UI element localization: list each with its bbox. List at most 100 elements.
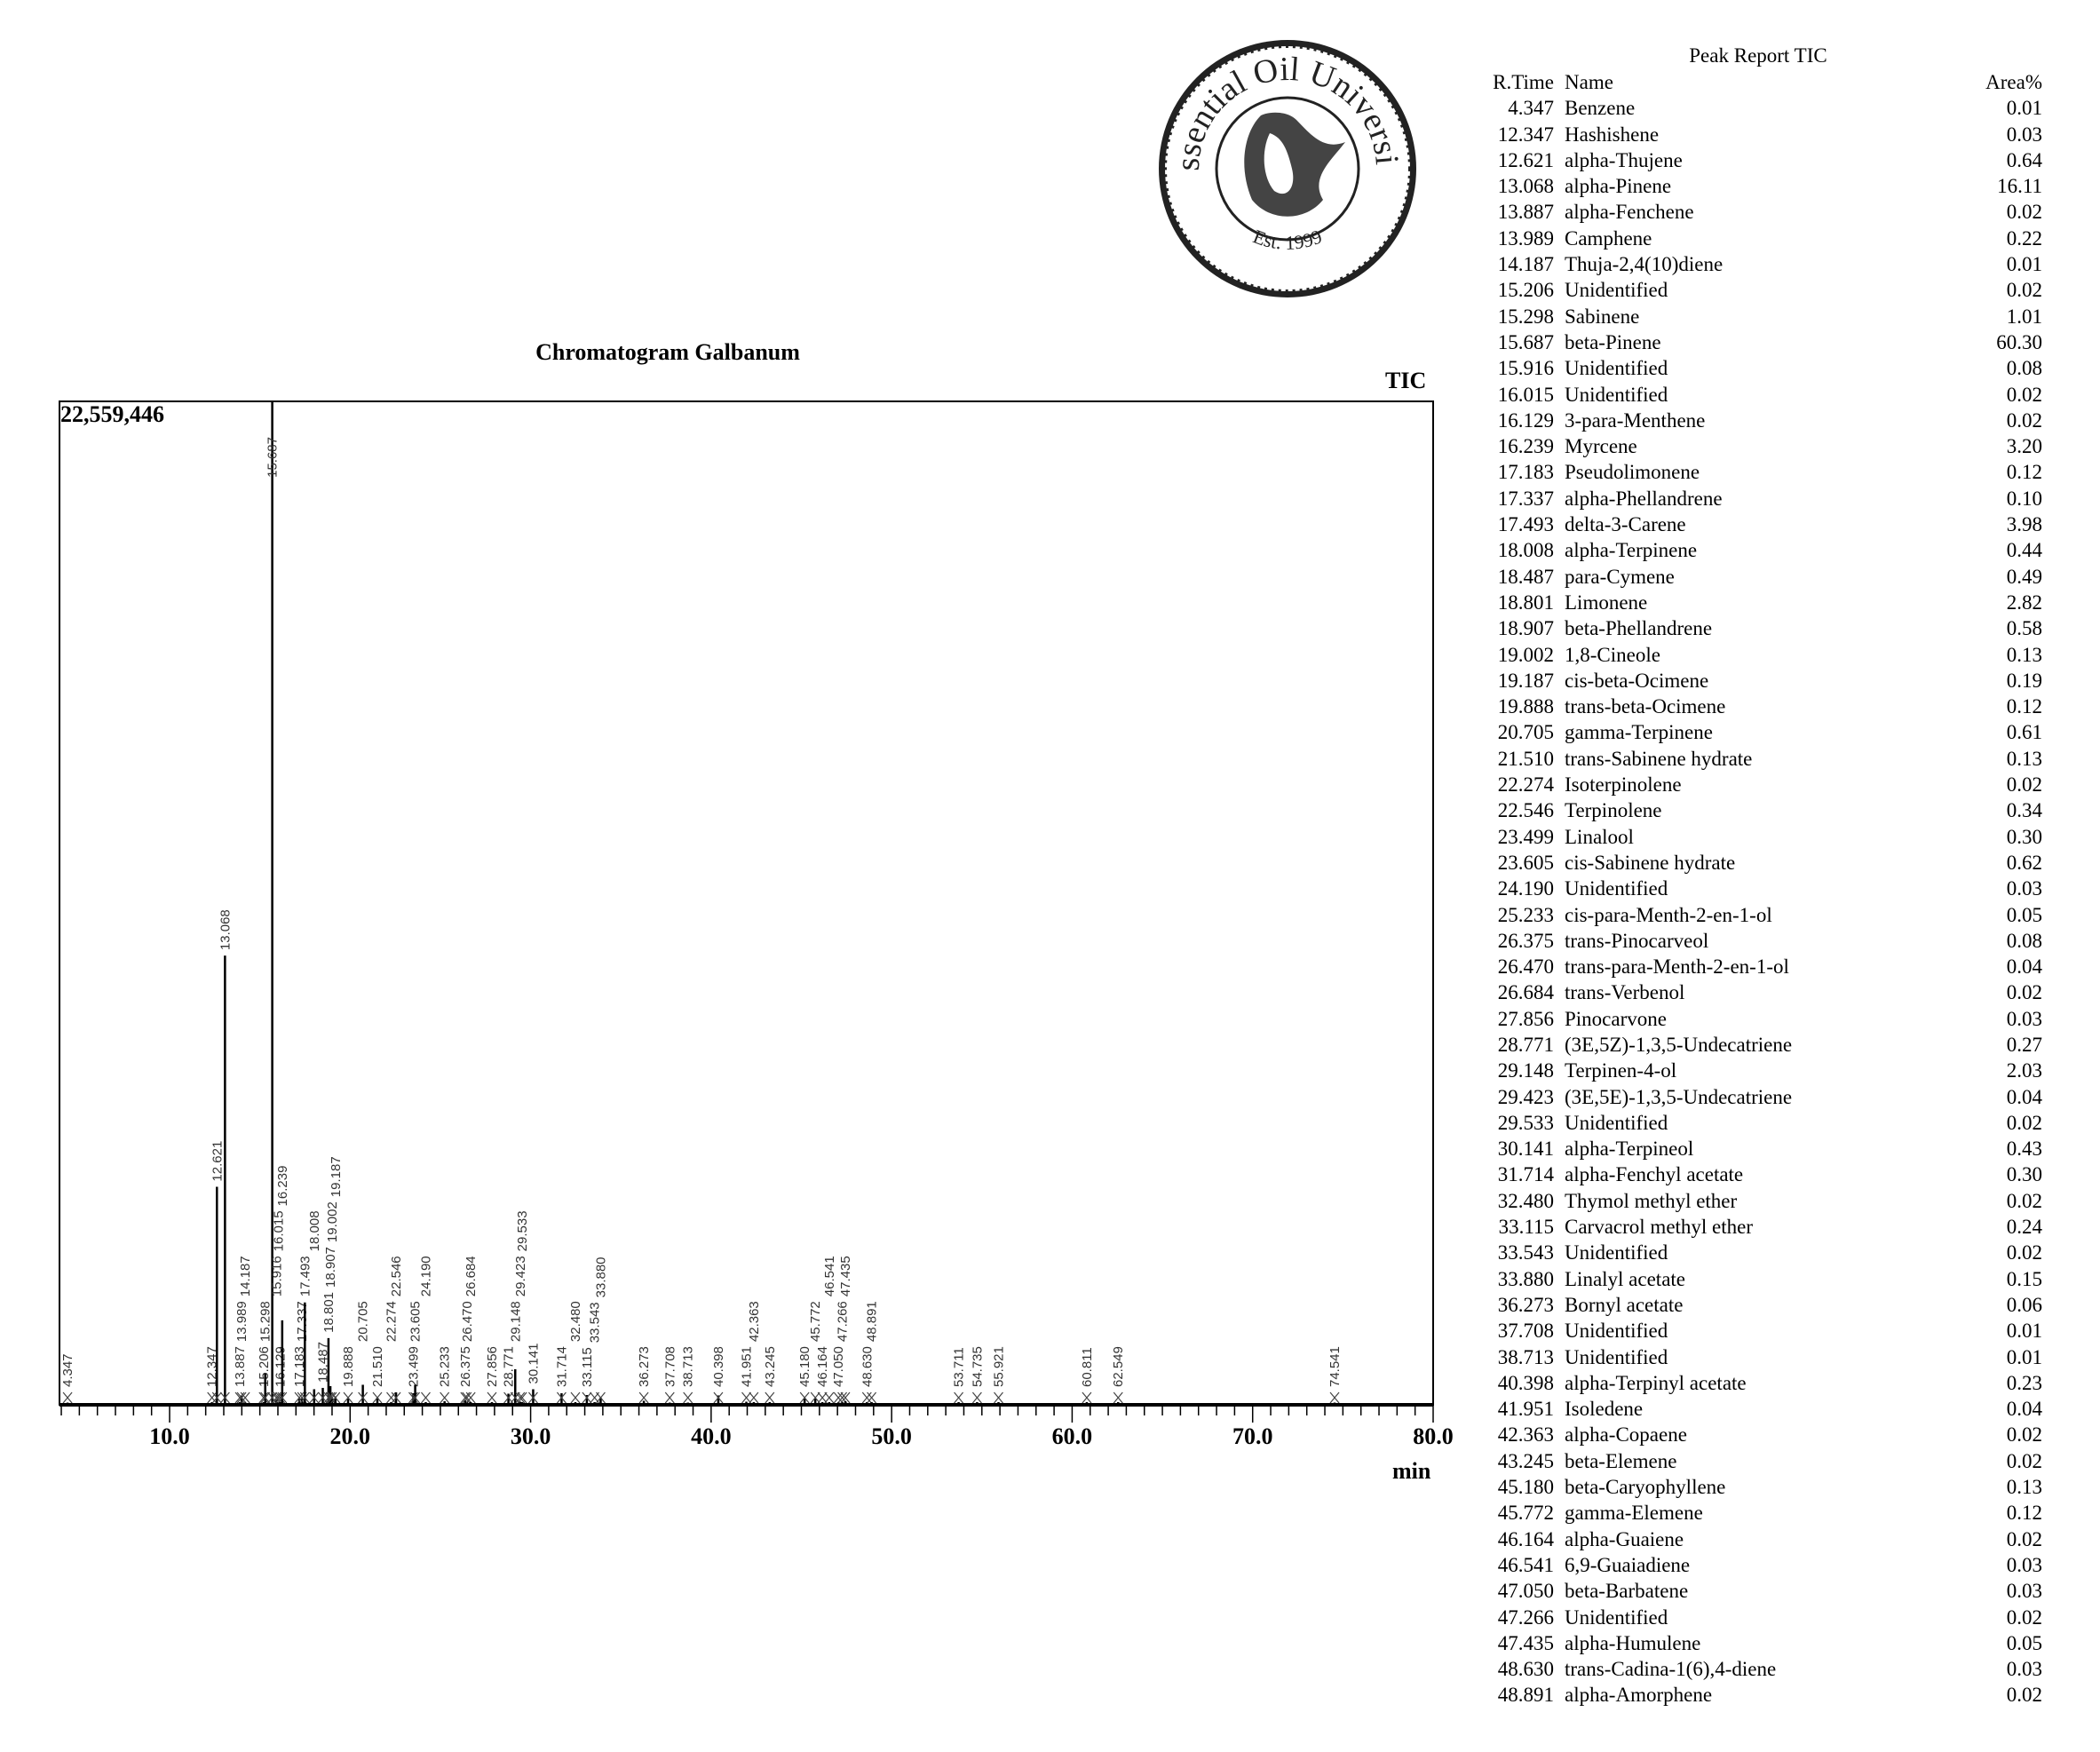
peak-label: 45.772 [808, 1301, 823, 1342]
cell-name: Unidentified [1565, 1111, 1668, 1134]
peak-label: 13.068 [218, 909, 233, 950]
peak-marker [234, 1391, 245, 1404]
peak-label: 33.543 [588, 1302, 603, 1343]
cell-name: 3-para-Menthene [1565, 408, 1706, 432]
peak-label: 19.187 [329, 1156, 344, 1197]
cell-area: 0.04 [2006, 1085, 2042, 1108]
table-row: 13.068 alpha-Pinene 16.11 [1474, 173, 2042, 199]
peak-marker [833, 1391, 844, 1404]
peak-marker [595, 1391, 606, 1404]
cell-name: Terpinolene [1565, 799, 1662, 822]
cell-name: alpha-Terpineol [1565, 1138, 1694, 1161]
cell-rtime: 28.771 [1497, 1033, 1554, 1056]
cell-name: Pseudolimonene [1565, 461, 1700, 484]
cell-name: cis-beta-Ocimene [1565, 669, 1709, 692]
cell-rtime: 40.398 [1497, 1371, 1554, 1394]
table-row: 21.510 trans-Sabinene hydrate 0.13 [1474, 746, 2042, 772]
table-row: 24.190 Unidentified 0.03 [1474, 876, 2042, 901]
cell-name: beta-Pinene [1565, 330, 1661, 353]
x-tick-label: 40.0 [691, 1423, 732, 1449]
cell-area: 0.23 [2006, 1371, 2042, 1394]
cell-rtime: 13.989 [1497, 226, 1554, 250]
peak-marker [440, 1391, 450, 1404]
peak-marker [638, 1391, 649, 1404]
cell-area: 0.03 [2006, 123, 2042, 146]
peak-report-table: Peak Report TIC R.Time Name Area% 4.347 B… [1474, 43, 2042, 1708]
peak-label: 22.546 [389, 1256, 404, 1296]
table-row: 48.630 trans-Cadina-1(6),4-diene 0.03 [1474, 1656, 2042, 1682]
cell-area: 0.64 [2006, 148, 2042, 171]
table-row: 16.239 Myrcene 3.20 [1474, 433, 2042, 459]
table-row: 46.164 alpha-Guaiene 0.02 [1474, 1526, 2042, 1552]
peak-label: 27.856 [485, 1346, 500, 1387]
peak-label: 42.363 [747, 1301, 762, 1342]
cell-name: (3E,5E)-1,3,5-Undecatriene [1565, 1085, 1793, 1108]
cell-area: 0.34 [2006, 799, 2042, 822]
cell-name: Isoterpinolene [1565, 773, 1682, 797]
peak-marker [741, 1391, 751, 1404]
cell-area: 0.02 [2006, 1111, 2042, 1134]
peak-marker [358, 1391, 368, 1404]
peak-label: 15.916 [269, 1256, 284, 1296]
cell-rtime: 48.891 [1497, 1684, 1554, 1707]
cell-rtime: 15.687 [1497, 330, 1554, 353]
x-axis-label: min [1392, 1458, 1431, 1484]
peak-label: 16.129 [273, 1346, 289, 1387]
peak-label: 47.435 [838, 1256, 853, 1296]
peak-marker [62, 1391, 73, 1404]
peak-marker [971, 1391, 982, 1404]
peak-marker [258, 1391, 269, 1404]
cell-rtime: 12.621 [1497, 148, 1554, 171]
peak-marker [503, 1391, 514, 1404]
cell-area: 0.02 [2006, 1527, 2042, 1550]
peak-marker [954, 1391, 964, 1404]
peak-label: 16.239 [275, 1166, 290, 1207]
cell-rtime: 19.187 [1497, 669, 1554, 692]
cell-name: beta-Phellandrene [1565, 617, 1713, 640]
cell-rtime: 14.187 [1497, 253, 1554, 276]
cell-area: 0.05 [2006, 903, 2042, 926]
peak-label: 26.470 [460, 1301, 475, 1342]
signal-label: TIC [1385, 368, 1427, 393]
cell-rtime: 24.190 [1497, 877, 1554, 900]
table-row: 23.499 Linalool 0.30 [1474, 824, 2042, 850]
cell-rtime: 48.630 [1497, 1658, 1554, 1681]
cell-rtime: 17.337 [1497, 487, 1554, 510]
cell-name: Pinocarvone [1565, 1007, 1667, 1030]
peak-label: 45.180 [797, 1346, 812, 1387]
peak-marker [556, 1391, 567, 1404]
peak-marker [410, 1391, 421, 1404]
cell-area: 0.13 [2006, 1476, 2042, 1499]
cell-name: beta-Caryophyllene [1565, 1476, 1726, 1499]
cell-area: 0.02 [2006, 383, 2042, 406]
peak-label: 30.141 [526, 1344, 541, 1384]
peak-marker [277, 1391, 288, 1404]
peak-marker [867, 1391, 877, 1404]
cell-area: 0.13 [2006, 643, 2042, 666]
x-tick-label: 30.0 [511, 1423, 551, 1449]
table-row: 15.916 Unidentified 0.08 [1474, 355, 2042, 381]
peak-marker [465, 1391, 476, 1404]
cell-name: Sabinene [1565, 305, 1640, 328]
cell-area: 0.27 [2006, 1033, 2042, 1056]
cell-name: Terpinen-4-ol [1565, 1059, 1677, 1082]
peak-label: 18.907 [323, 1247, 338, 1288]
table-row: 4.347 Benzene 0.01 [1474, 95, 2042, 121]
cell-rtime: 13.068 [1497, 175, 1554, 198]
cell-area: 0.10 [2006, 487, 2042, 510]
cell-rtime: 42.363 [1497, 1423, 1554, 1447]
cell-name: 1,8-Cineole [1565, 643, 1660, 666]
peak-label: 33.115 [580, 1347, 595, 1387]
cell-area: 0.19 [2006, 669, 2042, 692]
cell-name: alpha-Terpinene [1565, 539, 1698, 562]
cell-rtime: 23.605 [1497, 851, 1554, 874]
cell-rtime: 16.015 [1497, 383, 1554, 406]
cell-rtime: 15.916 [1497, 357, 1554, 380]
cell-rtime: 27.856 [1497, 1007, 1554, 1030]
cell-area: 0.01 [2006, 97, 2042, 120]
cell-area: 2.03 [2006, 1059, 2042, 1082]
essential-oil-university-logo: Essential Oil University Est. 1999 [1154, 36, 1416, 297]
cell-name: beta-Barbatene [1565, 1580, 1689, 1603]
peak-marker [810, 1391, 820, 1404]
table-row: 19.187 cis-beta-Ocimene 0.19 [1474, 668, 2042, 694]
